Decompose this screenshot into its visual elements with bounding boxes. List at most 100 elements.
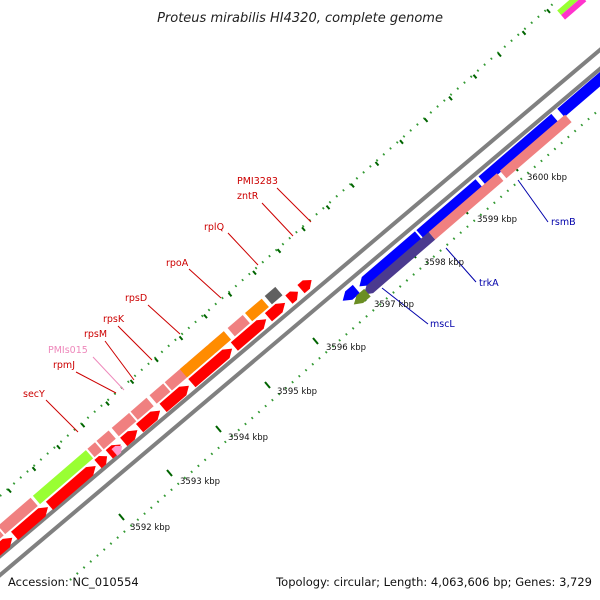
gene-label-rpmj: rpmJ [53, 360, 75, 371]
guide-tick [374, 161, 380, 167]
gene-rna-pink [428, 173, 504, 240]
gene-blue-rev [342, 284, 360, 301]
leader-line [147, 304, 181, 335]
guide-tick [448, 95, 453, 101]
scale-label: 3600 kbp [527, 173, 567, 183]
guide-tick [80, 422, 86, 428]
scale-label: 3595 kbp [277, 387, 317, 397]
leader-line [92, 356, 125, 391]
guide-tick [31, 466, 37, 472]
gene-rplq-orange [245, 298, 269, 322]
gene-rna-pink [0, 531, 4, 539]
gene-rna-pink [87, 442, 103, 458]
guide-tick [203, 313, 208, 319]
scale-label: 3592 kbp [130, 523, 170, 533]
gene-rna-pink [130, 397, 154, 420]
guide-tick [472, 74, 478, 79]
genome-summary-text: Topology: circular; Length: 4,063,606 bp… [275, 575, 592, 589]
gene-mscl-olive [353, 288, 371, 305]
gene-cds-red [120, 430, 138, 447]
gene-cds-red [264, 302, 286, 322]
gene-blue [478, 113, 559, 185]
gene-trka-darkblue [363, 232, 436, 295]
gene-rna-pink [227, 315, 250, 337]
gene-label-rpsm: rpsM [84, 329, 107, 340]
guide-tick [252, 270, 257, 276]
gene-labels-lower: rsmB trkA mscL [430, 217, 576, 330]
gene-corner-magenta [561, 0, 587, 20]
gene-cds-red [159, 385, 189, 413]
gene-pmi3283-gray [264, 286, 283, 305]
leader-line [227, 232, 259, 266]
gene-blue [416, 179, 483, 239]
guide-tick [521, 30, 527, 36]
guide-tick [301, 226, 306, 232]
scale-label: 3597 kbp [374, 300, 414, 310]
gene-rna-pink [96, 430, 116, 450]
gene-label-pmis015: PMIs015 [48, 345, 88, 356]
scale-label: 3596 kbp [326, 343, 366, 353]
gene-blue [557, 71, 600, 117]
gene-rna-pink [499, 114, 572, 179]
dotted-guides [0, 0, 600, 581]
leader-line [45, 399, 79, 433]
gene-label-rpsd: rpsD [125, 293, 147, 304]
guide-tick [350, 183, 355, 188]
gene-label-pmi3283: PMI3283 [237, 176, 278, 187]
gene-label-rpoa: rpoA [166, 258, 189, 269]
guide-tick [154, 357, 159, 363]
gene-cds-red [285, 291, 298, 304]
gene-label-trka: trkA [479, 278, 499, 289]
gene-corner-lime [557, 0, 579, 15]
guide-tick [129, 379, 135, 385]
scale-tick [118, 513, 125, 521]
guide-tick [276, 248, 282, 254]
genome-backbone [0, 47, 600, 578]
leader-line [276, 187, 312, 223]
guide-tick [178, 335, 184, 341]
scale-labels: 3592 kbp 3593 kbp 3594 kbp 3595 kbp 3596… [130, 173, 567, 533]
guide-tick [56, 444, 61, 450]
gene-secy-lime [32, 450, 94, 505]
gene-features [0, 0, 600, 556]
gene-cds-red [230, 319, 267, 351]
gene-label-zntr: zntR [237, 191, 259, 202]
gene-cds-red [188, 348, 233, 388]
gene-cds-red [45, 466, 96, 510]
outer-dotted-guide [0, 0, 559, 497]
gene-cds-red [297, 280, 312, 294]
inner-dotted-guide [69, 107, 600, 581]
leader-line [261, 202, 294, 237]
gene-pmis015-pink [111, 445, 122, 456]
guide-tick [546, 8, 551, 14]
guide-tick [227, 292, 233, 297]
scale-ticks [7, 8, 551, 521]
gene-rna-pink [149, 383, 171, 404]
leader-line [517, 179, 549, 223]
guide-tick [325, 204, 331, 210]
gene-label-mscl: mscL [430, 319, 455, 330]
gene-label-leaders [45, 179, 549, 433]
scale-label: 3599 kbp [477, 215, 517, 225]
leader-line [445, 247, 477, 283]
guide-tick [497, 52, 502, 58]
accession-text: Accession: NC_010554 [8, 575, 139, 589]
scale-label: 3594 kbp [228, 433, 268, 443]
leader-line [381, 287, 429, 325]
gene-cds-red [136, 410, 161, 433]
guide-tick [7, 488, 12, 494]
gene-rpoa-orange [179, 331, 231, 378]
guide-tick [423, 117, 429, 123]
leader-line [117, 325, 153, 361]
scale-tick [166, 469, 173, 477]
map-title: Proteus mirabilis HI4320, complete genom… [157, 11, 443, 26]
gene-labels-upper: PMI3283 zntR rplQ rpoA rpsD rpsK rpsM PM… [23, 176, 278, 400]
guide-tick [105, 401, 110, 406]
scale-tick [215, 425, 222, 433]
gene-cds-red [0, 537, 13, 556]
gene-label-secy: secY [23, 389, 45, 400]
gene-label-rsmb: rsmB [551, 217, 576, 228]
scale-label: 3598 kbp [424, 258, 464, 268]
leader-line [104, 340, 135, 381]
